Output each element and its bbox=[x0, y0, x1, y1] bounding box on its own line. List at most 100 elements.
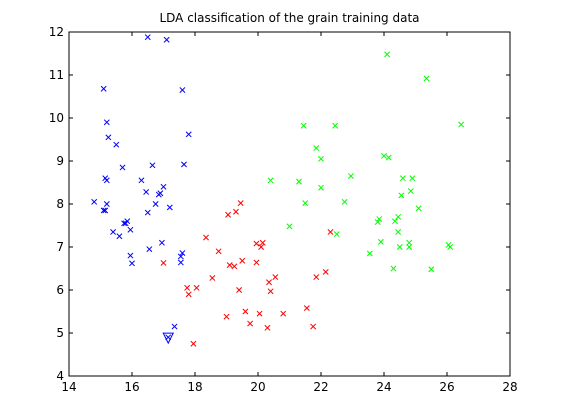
data-point bbox=[406, 244, 413, 250]
data-point bbox=[179, 87, 186, 94]
data-point bbox=[310, 323, 317, 330]
data-point bbox=[253, 240, 260, 247]
data-point bbox=[100, 85, 107, 92]
data-point bbox=[113, 141, 120, 148]
data-point bbox=[146, 246, 153, 253]
data-point bbox=[215, 248, 222, 255]
data-points bbox=[91, 34, 465, 347]
data-point bbox=[231, 263, 238, 270]
data-point bbox=[428, 266, 435, 273]
data-point bbox=[332, 122, 339, 129]
x-tick-label: 16 bbox=[124, 380, 139, 394]
data-point bbox=[406, 239, 413, 246]
data-point bbox=[313, 274, 320, 281]
data-point bbox=[300, 122, 307, 129]
data-point bbox=[302, 200, 309, 207]
data-point bbox=[190, 340, 197, 347]
data-point bbox=[239, 257, 246, 264]
chart-title: LDA classification of the grain training… bbox=[159, 11, 419, 25]
data-point bbox=[127, 252, 134, 259]
data-point bbox=[184, 284, 191, 291]
data-point bbox=[226, 262, 233, 269]
data-point bbox=[376, 216, 383, 223]
data-point bbox=[171, 323, 178, 330]
data-point bbox=[256, 310, 263, 317]
data-point bbox=[181, 161, 187, 168]
data-point bbox=[398, 192, 405, 199]
y-tick-label: 4 bbox=[56, 369, 64, 383]
data-point bbox=[327, 228, 334, 235]
data-point bbox=[447, 244, 454, 250]
data-point bbox=[303, 305, 310, 312]
data-point bbox=[267, 288, 274, 295]
x-tick-label: 22 bbox=[313, 380, 328, 394]
data-point bbox=[280, 310, 287, 317]
data-point bbox=[381, 152, 387, 159]
plot-area bbox=[68, 31, 511, 377]
y-tick-label: 8 bbox=[56, 197, 64, 211]
data-point bbox=[103, 119, 110, 126]
data-point bbox=[124, 218, 131, 225]
data-point bbox=[138, 177, 145, 184]
y-tick-label: 5 bbox=[56, 326, 64, 340]
x-tick-labels: 14 16 18 20 22 24 26 28 bbox=[61, 380, 517, 394]
data-point bbox=[407, 188, 414, 195]
data-point bbox=[127, 226, 134, 233]
data-point bbox=[143, 189, 150, 195]
data-point bbox=[166, 204, 173, 211]
data-point bbox=[223, 313, 230, 320]
data-point bbox=[203, 234, 209, 241]
data-point bbox=[103, 177, 110, 184]
data-point bbox=[102, 207, 109, 214]
data-point bbox=[313, 145, 320, 152]
data-point bbox=[144, 34, 151, 41]
data-point bbox=[232, 208, 239, 215]
x-tick-label: 14 bbox=[61, 380, 76, 394]
data-point bbox=[259, 239, 266, 246]
highlight-marker bbox=[162, 332, 175, 345]
data-point bbox=[152, 201, 159, 207]
data-point bbox=[395, 213, 402, 220]
data-point bbox=[121, 220, 128, 227]
data-point bbox=[392, 218, 398, 225]
data-point bbox=[258, 244, 265, 250]
data-point bbox=[366, 250, 373, 257]
y-tick-label: 9 bbox=[56, 154, 64, 168]
data-point bbox=[399, 175, 406, 182]
data-point bbox=[390, 265, 397, 272]
x-tick-label: 18 bbox=[187, 380, 202, 394]
data-point bbox=[322, 268, 329, 275]
data-point bbox=[318, 184, 324, 191]
y-tick-labels: 4 5 6 7 8 9 10 11 12 bbox=[49, 25, 64, 383]
data-point bbox=[267, 177, 274, 184]
axis-ticks bbox=[68, 31, 511, 377]
data-point bbox=[272, 274, 279, 281]
data-point bbox=[423, 75, 430, 82]
data-point bbox=[318, 155, 324, 162]
data-point bbox=[149, 162, 156, 169]
data-point bbox=[163, 36, 170, 43]
data-point bbox=[458, 121, 465, 128]
data-point bbox=[247, 320, 254, 327]
data-point bbox=[415, 205, 422, 212]
data-point bbox=[264, 324, 271, 331]
data-point bbox=[179, 250, 186, 256]
data-point bbox=[395, 228, 402, 235]
data-point bbox=[384, 51, 391, 58]
data-point bbox=[100, 207, 107, 214]
data-point bbox=[236, 287, 243, 293]
data-point bbox=[91, 198, 98, 205]
y-tick-label: 6 bbox=[56, 283, 64, 297]
data-point bbox=[177, 259, 184, 266]
y-tick-label: 7 bbox=[56, 240, 64, 254]
y-tick-label: 10 bbox=[49, 111, 64, 125]
data-point bbox=[103, 201, 110, 207]
data-point bbox=[119, 164, 126, 171]
data-point bbox=[160, 259, 167, 266]
data-point bbox=[377, 238, 384, 245]
data-point bbox=[185, 131, 192, 138]
data-point bbox=[177, 253, 184, 260]
data-point bbox=[160, 183, 167, 190]
data-point bbox=[396, 244, 403, 250]
